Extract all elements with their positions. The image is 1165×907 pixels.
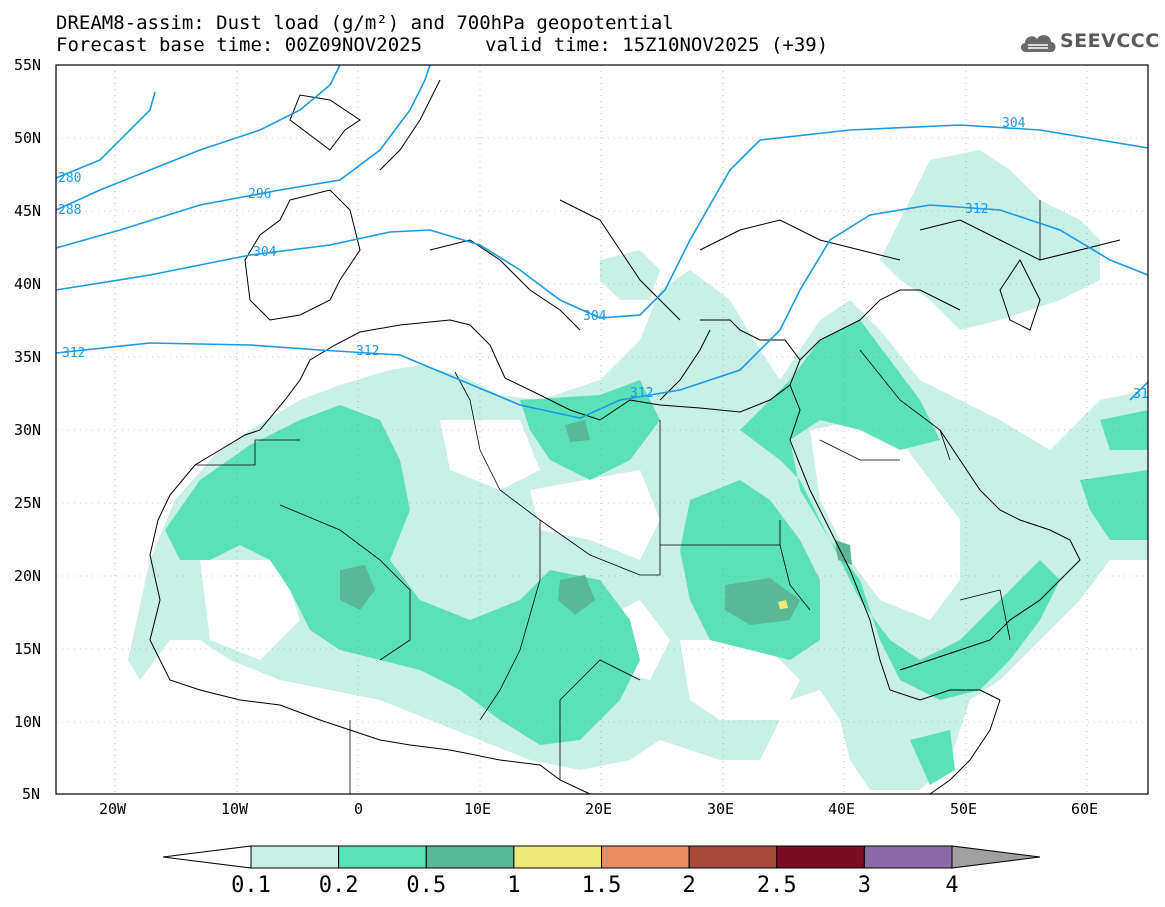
lat-label: 30N <box>14 421 41 439</box>
lon-label: 10E <box>464 800 491 818</box>
lon-label: 40E <box>828 800 855 818</box>
lon-label: 20W <box>99 800 127 818</box>
colorbar-tick-label: 4 <box>945 873 958 898</box>
contour-label: 312 <box>356 344 379 359</box>
lon-label: 20E <box>585 800 612 818</box>
lat-label: 15N <box>14 640 41 658</box>
lon-axis: 20W 10W 0 10E 20E 30E 40E 50E 60E <box>99 800 1098 818</box>
colorbar-cell <box>601 845 690 869</box>
lat-axis: 55N 50N 45N 40N 35N 30N 25N 20N 15N 10N … <box>14 56 41 803</box>
contour-label: 312 <box>62 346 85 361</box>
seevccc-logo: SEEVCCC <box>1018 28 1159 58</box>
cloud-icon <box>1020 35 1056 52</box>
contour-label: 288 <box>58 203 81 218</box>
colorbar-tick-label: 3 <box>858 873 871 898</box>
borders <box>195 200 1081 794</box>
title-line-1: DREAM8-assim: Dust load (g/m²) and 700hP… <box>56 12 674 34</box>
lat-label: 50N <box>14 129 41 147</box>
colorbar: 0.1 0.2 0.5 1 1.5 2 2.5 3 4 <box>162 845 1041 898</box>
colorbar-tick-label: 2 <box>683 873 696 898</box>
contour-label: 31 <box>1133 387 1149 402</box>
colorbar-tick-label: 2.5 <box>757 873 797 898</box>
contour-label: 312 <box>630 386 653 401</box>
contour-label: 296 <box>248 187 271 202</box>
colorbar-cell <box>513 845 602 869</box>
lon-label: 60E <box>1071 800 1098 818</box>
lat-label: 35N <box>14 348 41 366</box>
grid <box>56 65 1148 794</box>
title-valid-time: valid time: 15Z10NOV2025 (+39) <box>485 34 829 56</box>
lat-label: 45N <box>14 202 41 220</box>
lat-label: 55N <box>14 56 41 74</box>
colorbar-tick-label: 0.5 <box>406 873 446 898</box>
colorbar-low-arrow <box>162 845 252 869</box>
dust-gaps <box>200 420 960 720</box>
contour-label: 280 <box>58 171 81 186</box>
colorbar-tick-label: 1.5 <box>582 873 622 898</box>
lon-label: 50E <box>950 800 977 818</box>
dust-peak <box>778 600 788 609</box>
lon-label: 10W <box>221 800 249 818</box>
lat-label: 25N <box>14 494 41 512</box>
map-frame <box>55 64 1149 795</box>
lon-label: 0 <box>354 800 363 818</box>
colorbar-tick-label: 0.1 <box>231 873 271 898</box>
lat-label: 10N <box>14 713 41 731</box>
geopotential-contours <box>55 64 1149 419</box>
colorbar-tick-label: 0.2 <box>319 873 359 898</box>
colorbar-tick-label: 1 <box>507 873 520 898</box>
dust-heavy-layer <box>340 420 852 625</box>
title-line-2: Forecast base time: 00Z09NOV2025 <box>56 34 423 56</box>
lat-label: 20N <box>14 567 41 585</box>
colorbar-cell <box>776 845 865 869</box>
logo-text: SEEVCCC <box>1060 30 1160 52</box>
contour-label: 304 <box>583 309 607 324</box>
coastlines <box>149 79 1121 795</box>
lat-label: 5N <box>22 785 40 803</box>
colorbar-cell <box>688 845 778 869</box>
lat-label: 40N <box>14 275 41 293</box>
contour-label: 304 <box>253 245 277 260</box>
colorbar-cell <box>338 845 427 869</box>
contour-label: 304 <box>1002 116 1026 131</box>
contour-labels: 280 288 296 304 304 312 312 312 304 312 … <box>58 116 1149 402</box>
dust-medium-layer <box>165 320 1148 785</box>
lon-label: 30E <box>707 800 734 818</box>
contour-label: 312 <box>965 202 988 217</box>
colorbar-cell <box>863 845 953 869</box>
colorbar-cell <box>425 845 515 869</box>
colorbar-cell <box>250 845 340 869</box>
colorbar-high-arrow <box>951 845 1041 869</box>
